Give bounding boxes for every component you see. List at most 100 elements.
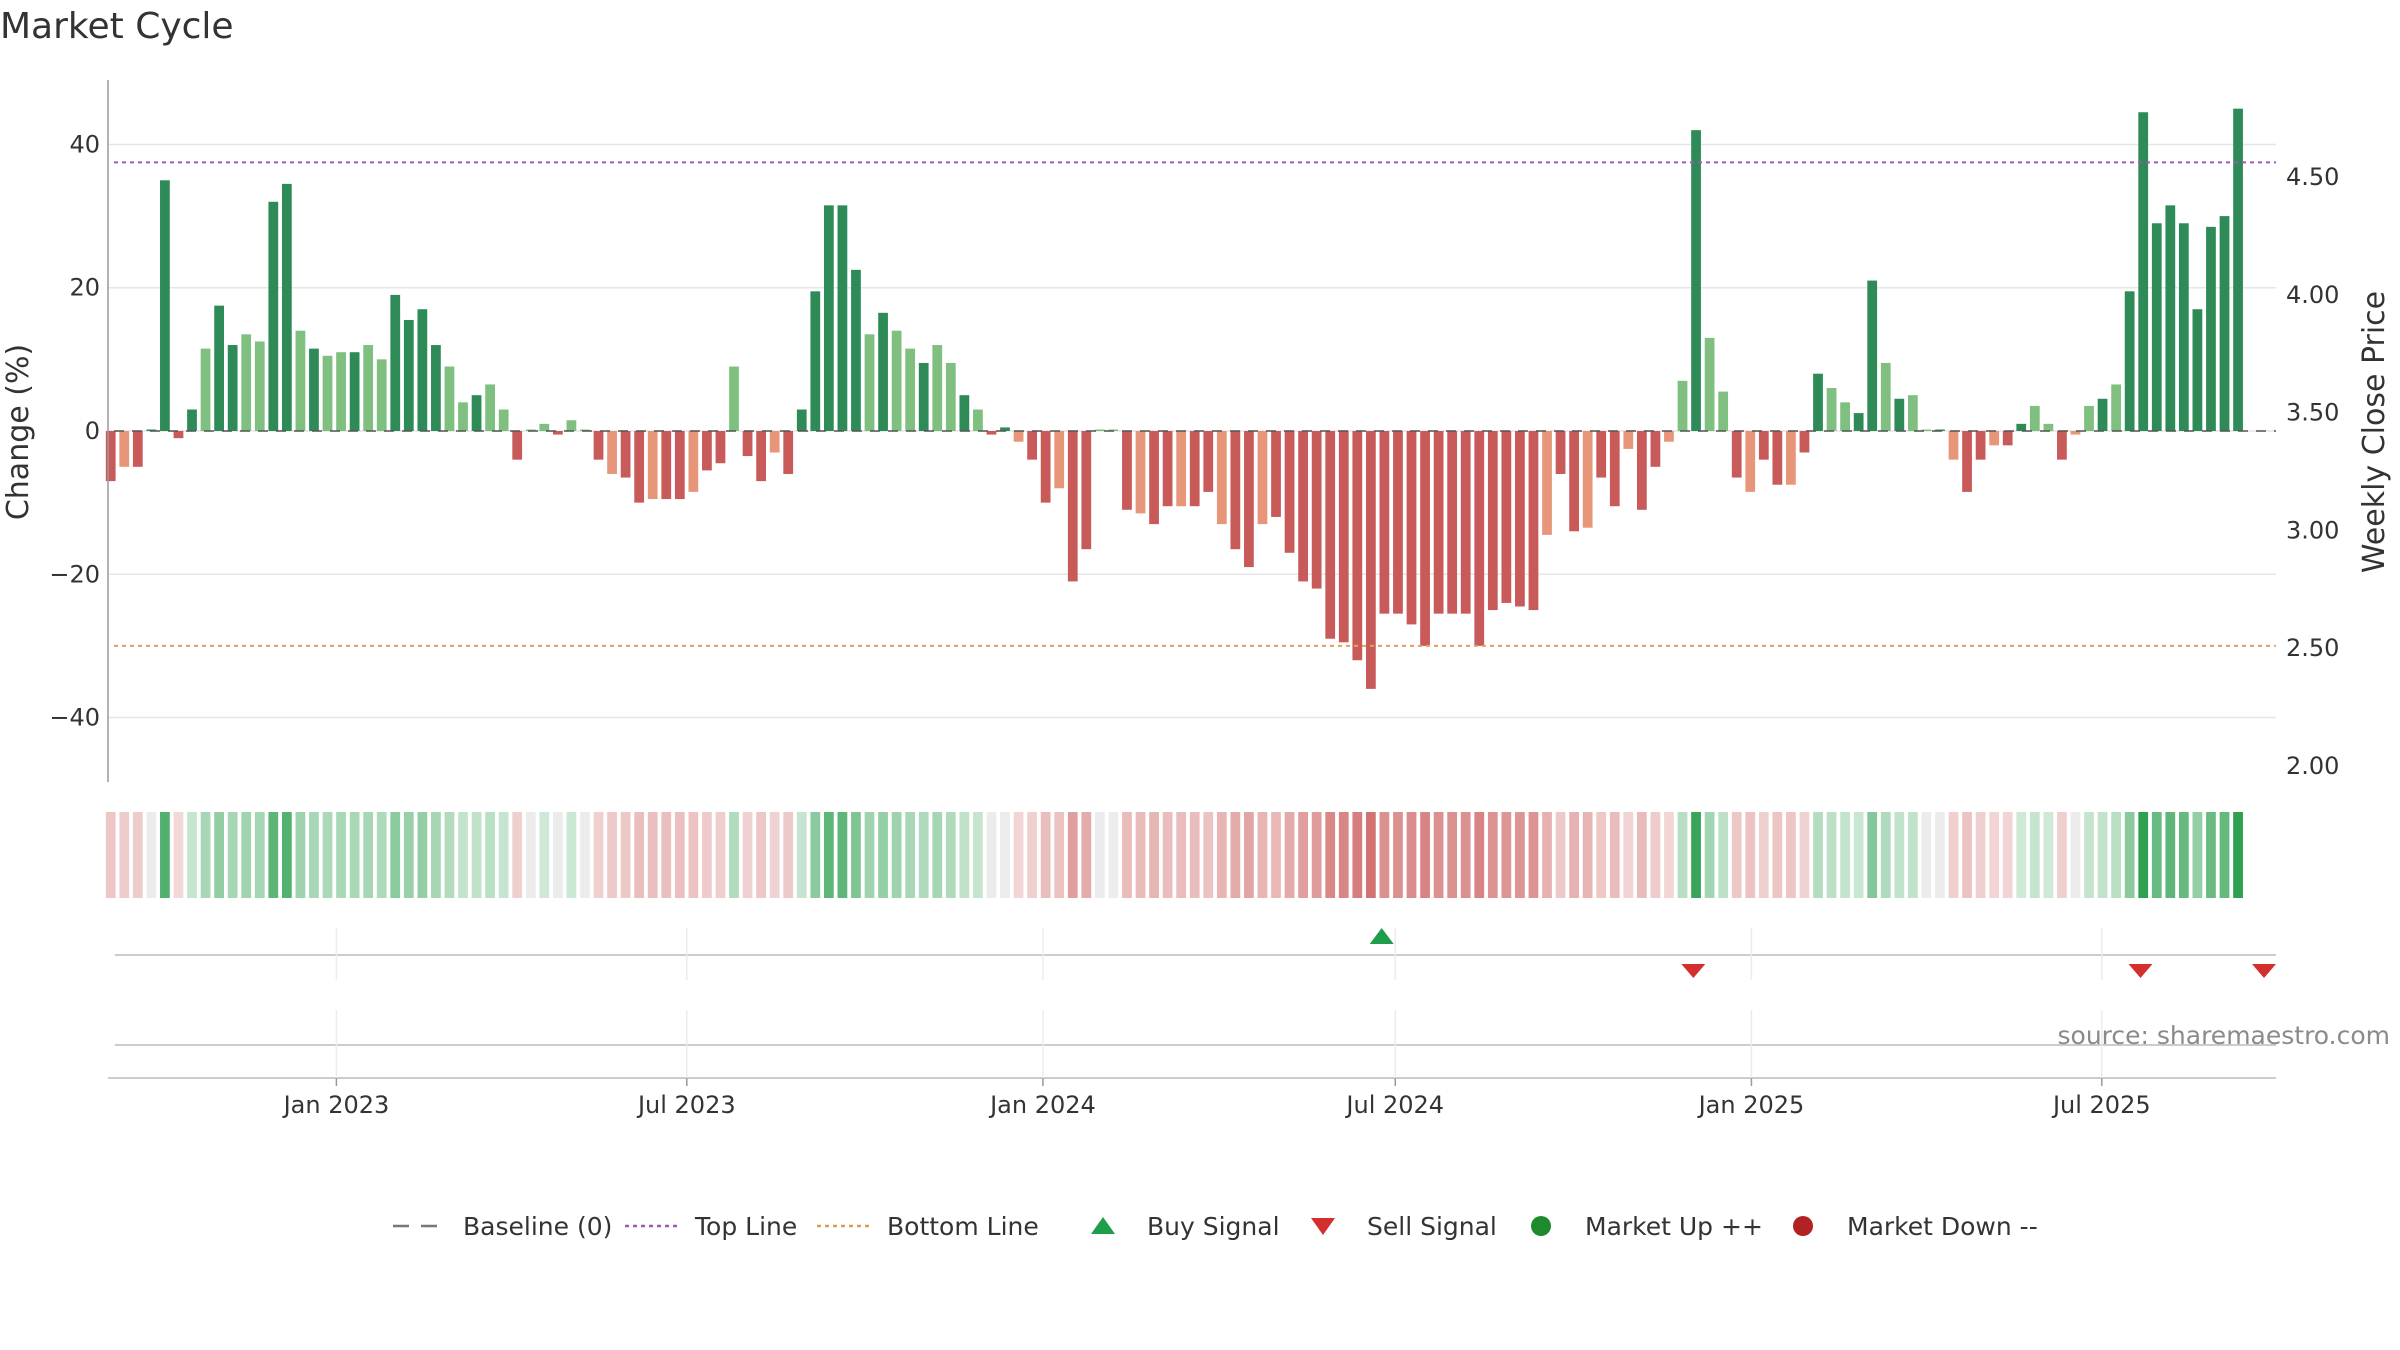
- heat-cell-64: [973, 812, 983, 898]
- heat-cell-14: [295, 812, 306, 898]
- bar-week-32: [539, 423, 550, 431]
- heat-cell-86: [1271, 812, 1281, 898]
- heat-cell-90: [1325, 812, 1336, 898]
- heat-cell-6: [187, 812, 197, 898]
- bar-week-138: [1975, 431, 1986, 460]
- heat-cell-47: [742, 812, 753, 898]
- bar-week-115: [1664, 431, 1674, 442]
- bar-week-1: [119, 431, 130, 467]
- right-tick-label: 3.00: [2286, 516, 2339, 544]
- bar-week-33: [552, 431, 563, 435]
- heat-cell-21: [390, 812, 401, 898]
- heat-cell-83: [1230, 812, 1241, 898]
- bar-week-149: [2124, 291, 2135, 431]
- bar-week-57: [878, 312, 888, 431]
- bar-week-80: [1189, 431, 1200, 507]
- bar-week-120: [1731, 431, 1742, 478]
- reference-lines: [114, 161, 2276, 647]
- bar-week-140: [2002, 431, 2013, 446]
- right-tick-label: 2.00: [2286, 752, 2339, 780]
- heat-cell-18: [349, 812, 360, 898]
- bar-week-96: [1406, 431, 1417, 625]
- heat-cell-95: [1393, 812, 1403, 898]
- right-axis-label: Weekly Close Price: [2357, 291, 2392, 573]
- heat-cell-8: [214, 812, 224, 898]
- bar-week-41: [661, 431, 672, 500]
- heat-cell-69: [1040, 812, 1051, 898]
- heat-cell-68: [1027, 812, 1037, 898]
- bar-week-157: [2233, 108, 2243, 432]
- bar-week-70: [1054, 431, 1065, 489]
- heat-cell-62: [945, 812, 956, 898]
- bar-week-39: [634, 431, 645, 503]
- heat-cell-98: [1433, 812, 1444, 898]
- heat-cell-20: [376, 812, 387, 898]
- bar-week-137: [1962, 431, 1972, 492]
- bar-week-104: [1515, 431, 1525, 607]
- sell-signal-marker: [2252, 964, 2276, 978]
- bar-week-8: [214, 305, 224, 431]
- heat-cell-114: [1650, 812, 1661, 898]
- heat-cell-11: [254, 812, 265, 898]
- bar-week-150: [2138, 112, 2149, 431]
- heat-cell-140: [2002, 812, 2013, 898]
- heat-cell-13: [281, 812, 292, 898]
- bar-week-116: [1677, 380, 1688, 431]
- bar-week-136: [1948, 431, 1959, 460]
- bar-week-24: [431, 345, 441, 431]
- bar-week-9: [227, 345, 238, 431]
- heat-cell-115: [1664, 812, 1674, 898]
- legend-item: Market Down --: [1793, 1212, 2038, 1241]
- heat-cell-102: [1487, 812, 1498, 898]
- heat-cell-93: [1365, 812, 1376, 898]
- heat-cell-81: [1203, 812, 1214, 898]
- bar-week-60: [918, 362, 929, 431]
- legend-item: Top Line: [625, 1212, 797, 1241]
- bar-week-148: [2111, 384, 2121, 431]
- heat-cell-82: [1216, 812, 1227, 898]
- heat-cell-80: [1189, 812, 1200, 898]
- bar-week-89: [1311, 431, 1322, 589]
- legend-item: Baseline (0): [393, 1212, 612, 1241]
- bar-week-20: [376, 359, 387, 431]
- bar-week-65: [986, 431, 997, 435]
- right-tick-label: 3.50: [2286, 399, 2339, 427]
- heat-cell-106: [1542, 812, 1552, 898]
- heat-cell-136: [1948, 812, 1959, 898]
- bar-week-25: [444, 366, 455, 431]
- heat-cell-30: [512, 812, 523, 898]
- bar-week-141: [2016, 423, 2027, 431]
- heat-cell-117: [1691, 812, 1701, 898]
- bar-week-82: [1216, 431, 1227, 525]
- x-tick-label: Jan 2023: [282, 1091, 390, 1119]
- buy-signal-marker: [1369, 928, 1394, 944]
- left-tick-label: −20: [49, 560, 100, 588]
- bar-week-78: [1162, 431, 1173, 507]
- bar-week-56: [864, 334, 875, 431]
- bar-week-43: [688, 431, 699, 492]
- heat-cell-32: [539, 812, 550, 898]
- bar-week-2: [132, 431, 143, 467]
- heat-cell-96: [1406, 812, 1417, 898]
- bar-week-100: [1460, 431, 1471, 614]
- heat-cell-150: [2138, 812, 2149, 898]
- bar-week-75: [1122, 431, 1132, 510]
- heat-cell-149: [2124, 812, 2135, 898]
- heat-cell-4: [160, 812, 170, 898]
- bar-week-97: [1420, 431, 1430, 646]
- heat-cell-58: [891, 812, 902, 898]
- bar-week-47: [742, 431, 753, 457]
- bar-week-45: [715, 431, 726, 464]
- bar-week-103: [1501, 431, 1512, 603]
- bar-week-93: [1365, 431, 1376, 689]
- heat-cell-137: [1962, 812, 1972, 898]
- bar-week-58: [891, 330, 902, 431]
- heat-cell-70: [1054, 812, 1065, 898]
- bar-week-139: [1989, 431, 2000, 446]
- bar-week-105: [1528, 431, 1539, 611]
- heat-cell-119: [1718, 812, 1729, 898]
- heat-cell-139: [1989, 812, 2000, 898]
- bar-week-90: [1325, 431, 1336, 639]
- heat-cell-125: [1799, 812, 1810, 898]
- bar-week-131: [1880, 362, 1891, 431]
